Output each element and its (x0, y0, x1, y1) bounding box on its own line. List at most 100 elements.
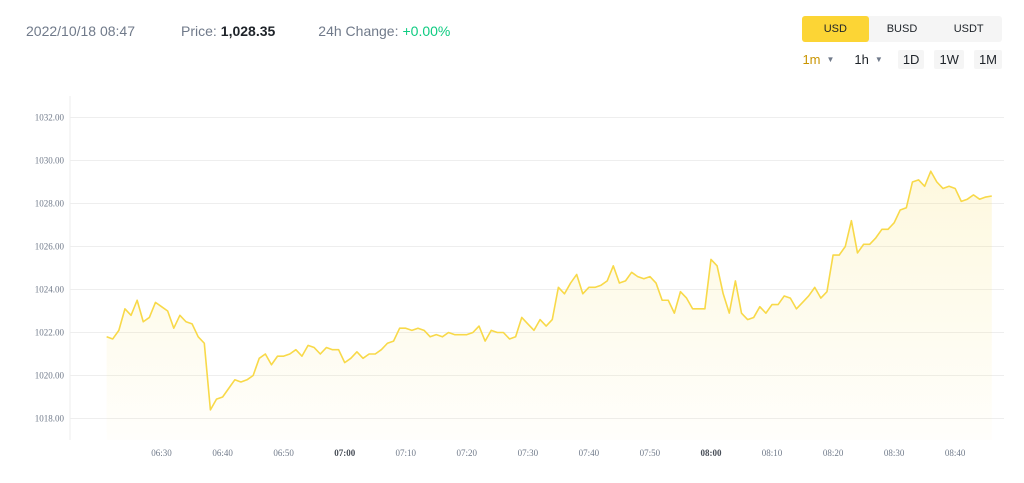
price-point[interactable] (721, 292, 725, 296)
price-point[interactable] (324, 346, 328, 350)
price-point[interactable] (202, 341, 206, 345)
interval-1w-button[interactable]: 1W (934, 50, 964, 69)
price-point[interactable] (581, 292, 585, 296)
price-point[interactable] (489, 328, 493, 332)
price-point[interactable] (257, 356, 261, 360)
price-point[interactable] (892, 221, 896, 225)
price-point[interactable] (593, 285, 597, 289)
price-point[interactable] (331, 348, 335, 352)
price-point[interactable] (801, 300, 805, 304)
interval-1m-dropdown[interactable]: 1m ▼ (797, 50, 839, 69)
price-point[interactable] (392, 339, 396, 343)
price-point[interactable] (306, 343, 310, 347)
price-point[interactable] (459, 333, 463, 337)
price-point[interactable] (453, 333, 457, 337)
price-point[interactable] (215, 397, 219, 401)
price-point[interactable] (294, 348, 298, 352)
price-point[interactable] (752, 315, 756, 319)
price-point[interactable] (135, 298, 139, 302)
price-point[interactable] (813, 285, 817, 289)
price-point[interactable] (440, 335, 444, 339)
price-point[interactable] (221, 395, 225, 399)
price-point[interactable] (630, 270, 634, 274)
price-point[interactable] (538, 318, 542, 322)
price-point[interactable] (300, 354, 304, 358)
price-point[interactable] (349, 356, 353, 360)
price-point[interactable] (947, 184, 951, 188)
price-point[interactable] (105, 335, 109, 339)
price-point[interactable] (245, 378, 249, 382)
price-point[interactable] (379, 348, 383, 352)
price-point[interactable] (666, 298, 670, 302)
price-point[interactable] (276, 354, 280, 358)
price-point[interactable] (587, 285, 591, 289)
price-point[interactable] (111, 337, 115, 341)
price-point[interactable] (758, 305, 762, 309)
interval-1h-dropdown[interactable]: 1h ▼ (849, 50, 887, 69)
price-point[interactable] (923, 184, 927, 188)
price-point[interactable] (318, 352, 322, 356)
price-point[interactable] (636, 275, 640, 279)
price-point[interactable] (520, 315, 524, 319)
price-point[interactable] (160, 305, 164, 309)
price-point[interactable] (471, 331, 475, 335)
price-point[interactable] (508, 337, 512, 341)
price-point[interactable] (404, 326, 408, 330)
price-point[interactable] (190, 322, 194, 326)
price-point[interactable] (343, 361, 347, 365)
price-point[interactable] (355, 350, 359, 354)
price-point[interactable] (855, 251, 859, 255)
price-point[interactable] (953, 186, 957, 190)
price-point[interactable] (153, 300, 157, 304)
price-point[interactable] (807, 294, 811, 298)
price-point[interactable] (910, 180, 914, 184)
price-point[interactable] (642, 277, 646, 281)
price-point[interactable] (416, 326, 420, 330)
price-point[interactable] (410, 328, 414, 332)
price-point[interactable] (654, 281, 658, 285)
price-point[interactable] (904, 206, 908, 210)
price-point[interactable] (691, 307, 695, 311)
price-point[interactable] (575, 272, 579, 276)
price-point[interactable] (367, 352, 371, 356)
price-point[interactable] (849, 219, 853, 223)
price-point[interactable] (337, 348, 341, 352)
price-point[interactable] (941, 186, 945, 190)
price-point[interactable] (831, 253, 835, 257)
price-point[interactable] (398, 326, 402, 330)
price-point[interactable] (373, 352, 377, 356)
price-point[interactable] (361, 356, 365, 360)
price-point[interactable] (434, 333, 438, 337)
price-point[interactable] (141, 320, 145, 324)
currency-option-usdt[interactable]: USDT (953, 23, 984, 35)
price-point[interactable] (898, 208, 902, 212)
price-point[interactable] (776, 303, 780, 307)
price-point[interactable] (935, 180, 939, 184)
price-point[interactable] (269, 363, 273, 367)
currency-option-busd[interactable]: BUSD (886, 23, 918, 35)
price-point[interactable] (495, 331, 499, 335)
price-point[interactable] (624, 279, 628, 283)
price-point[interactable] (312, 346, 316, 350)
price-point[interactable] (764, 311, 768, 315)
price-point[interactable] (819, 296, 823, 300)
price-point[interactable] (599, 283, 603, 287)
price-point[interactable] (550, 318, 554, 322)
price-point[interactable] (929, 169, 933, 173)
price-point[interactable] (263, 352, 267, 356)
price-point[interactable] (208, 408, 212, 412)
price-point[interactable] (917, 178, 921, 182)
price-point[interactable] (465, 333, 469, 337)
price-point[interactable] (483, 339, 487, 343)
price-point[interactable] (971, 193, 975, 197)
price-point[interactable] (477, 324, 481, 328)
price-point[interactable] (880, 227, 884, 231)
price-point[interactable] (611, 264, 615, 268)
price-point[interactable] (556, 285, 560, 289)
price-point[interactable] (117, 328, 121, 332)
price-point[interactable] (868, 242, 872, 246)
price-point[interactable] (282, 354, 286, 358)
price-point[interactable] (727, 311, 731, 315)
price-point[interactable] (385, 341, 389, 345)
